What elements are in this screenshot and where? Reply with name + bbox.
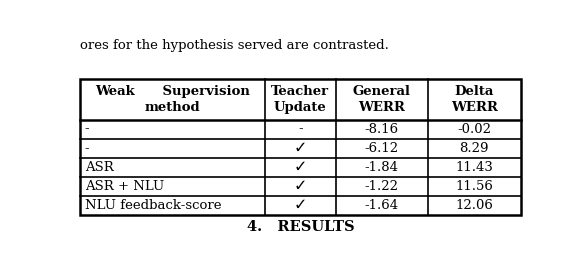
Text: ✓: ✓ xyxy=(294,198,307,213)
Text: Teacher
Update: Teacher Update xyxy=(271,85,329,114)
Text: -1.22: -1.22 xyxy=(365,180,399,193)
Text: -6.12: -6.12 xyxy=(364,142,399,155)
Text: ✓: ✓ xyxy=(294,160,307,175)
Text: -0.02: -0.02 xyxy=(457,123,491,135)
Text: -1.64: -1.64 xyxy=(364,199,399,212)
Text: 11.56: 11.56 xyxy=(455,180,493,193)
Text: Weak      Supervision
method: Weak Supervision method xyxy=(95,85,250,114)
Text: 11.43: 11.43 xyxy=(455,161,493,174)
Text: NLU feedback-score: NLU feedback-score xyxy=(84,199,221,212)
Text: -8.16: -8.16 xyxy=(364,123,399,135)
Text: ASR + NLU: ASR + NLU xyxy=(84,180,164,193)
Text: -: - xyxy=(298,123,302,135)
Text: -1.84: -1.84 xyxy=(365,161,399,174)
Text: Delta
WERR: Delta WERR xyxy=(451,85,498,114)
Text: 8.29: 8.29 xyxy=(459,142,489,155)
Text: 4.   RESULTS: 4. RESULTS xyxy=(247,220,354,234)
Text: ASR: ASR xyxy=(84,161,113,174)
Text: ✓: ✓ xyxy=(294,179,307,194)
Text: 12.06: 12.06 xyxy=(455,199,493,212)
Text: -: - xyxy=(84,123,89,135)
Text: ✓: ✓ xyxy=(294,141,307,156)
Text: General
WERR: General WERR xyxy=(353,85,411,114)
Text: ores for the hypothesis served are contrasted.: ores for the hypothesis served are contr… xyxy=(80,39,389,52)
Text: -: - xyxy=(84,142,89,155)
